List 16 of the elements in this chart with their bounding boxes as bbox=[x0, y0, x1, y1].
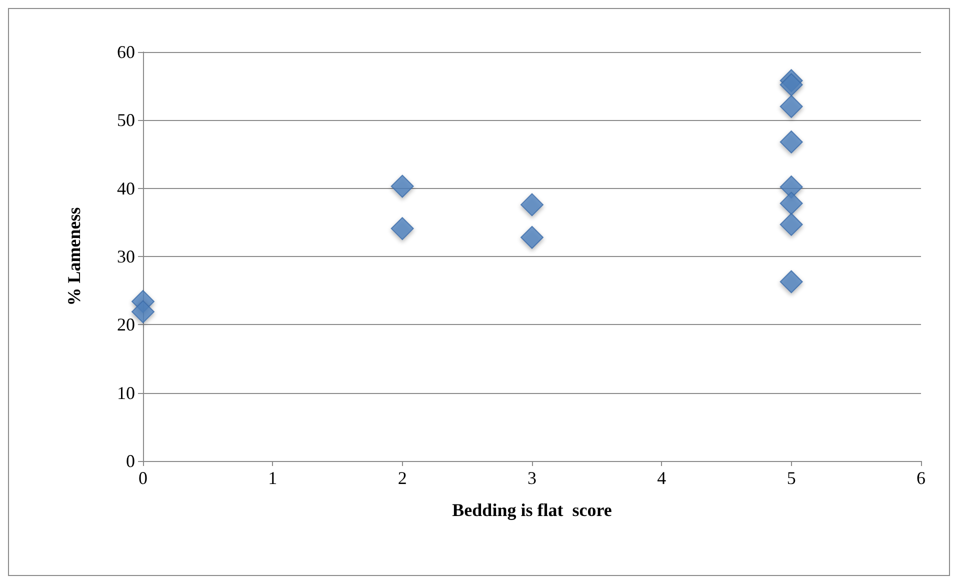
y-tick-label: 0 bbox=[126, 451, 135, 471]
x-tick-label: 3 bbox=[528, 468, 536, 488]
y-axis-title: % Lameness bbox=[64, 207, 84, 306]
x-tick-label: 2 bbox=[398, 468, 407, 488]
x-tick-label: 5 bbox=[786, 468, 796, 488]
y-tick-label: 20 bbox=[117, 314, 135, 335]
y-tick-label: 50 bbox=[117, 110, 135, 130]
x-tick-label: 4 bbox=[657, 468, 666, 488]
y-tick-label: 30 bbox=[117, 246, 135, 266]
x-axis-title: Bedding is flat score bbox=[452, 500, 612, 520]
x-tick-label: 6 bbox=[916, 468, 926, 488]
x-tick-label: 0 bbox=[138, 468, 148, 488]
y-tick-label: 10 bbox=[117, 382, 135, 403]
x-tick-label: 1 bbox=[268, 468, 278, 488]
y-tick-label: 60 bbox=[117, 42, 135, 62]
y-tick-label: 40 bbox=[117, 178, 135, 198]
